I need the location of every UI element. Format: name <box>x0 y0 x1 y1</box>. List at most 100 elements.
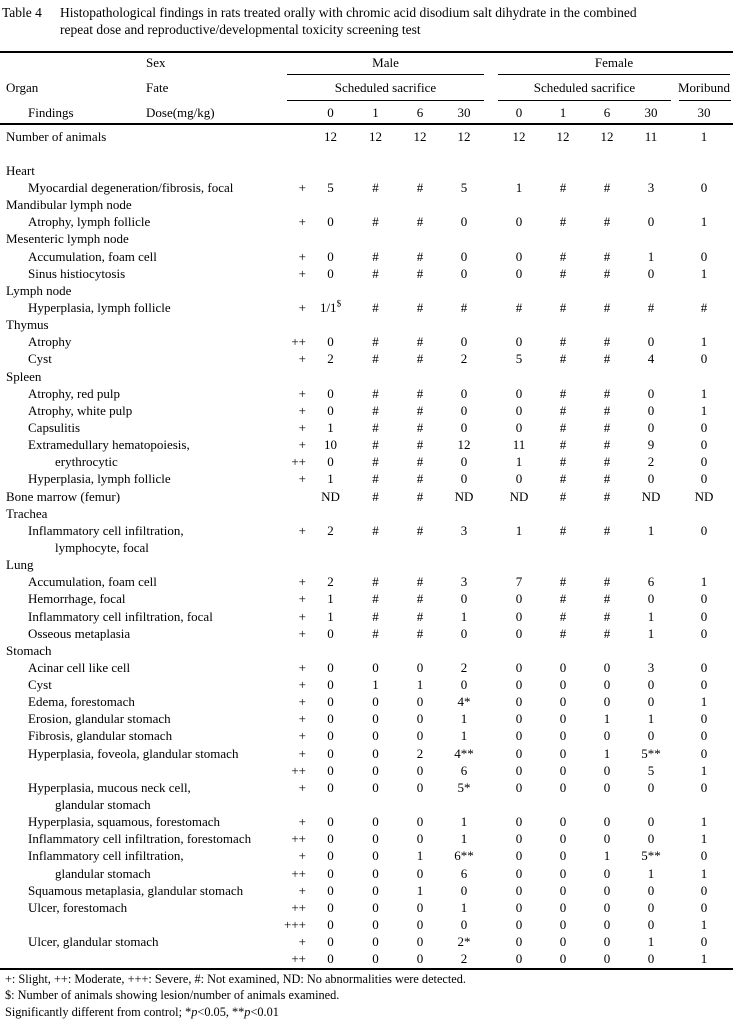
value-cell: 0 <box>559 745 567 761</box>
value-cell: # <box>559 351 567 367</box>
table-row: Cyst +2 # #2 5 # #4 0 <box>0 351 733 368</box>
value-cell: 1 <box>700 762 708 778</box>
value-cell: # <box>559 574 567 590</box>
grade-cell: + <box>298 299 306 315</box>
value-cell: 1 <box>327 591 334 607</box>
grade-cell: ++ <box>291 831 306 847</box>
value-cell: 0 <box>515 745 523 761</box>
footnote-grades: +: Slight, ++: Moderate, +++: Severe, #:… <box>5 972 466 986</box>
value-cell: 11 <box>512 437 526 453</box>
value-cell: # <box>416 419 424 435</box>
value-cell: 0 <box>416 899 424 915</box>
value-cell: # <box>603 437 611 453</box>
value-cell: 0 <box>327 762 334 778</box>
value-cell: 1 <box>700 951 708 967</box>
table-number: Table 4 <box>2 5 42 20</box>
finding-label: Hyperplasia, lymph follicle <box>28 299 171 315</box>
value-cell: 2* <box>457 934 471 950</box>
table-row: Inflammatory cell infiltration, +2 # #3 1 # #1… <box>0 522 733 539</box>
value-cell: 0 <box>416 694 424 710</box>
table-row: +++ 0 0 0 0 0 0 0 0 1 <box>0 916 733 933</box>
organ-row: Thymus <box>0 317 733 334</box>
finding-label: Hemorrhage, focal <box>28 591 126 607</box>
grade-cell: ++ <box>291 334 306 350</box>
value-cell: 0 <box>515 711 523 727</box>
value-cell: 1 <box>603 848 611 864</box>
value-cell: 0 <box>416 814 424 830</box>
finding-label: glandular stomach <box>55 865 151 881</box>
value-cell: 1 <box>647 608 655 624</box>
value-cell: 0 <box>327 659 334 675</box>
organ-row: Trachea <box>0 505 733 522</box>
value-cell: 0 <box>647 591 655 607</box>
value-cell: 0 <box>515 677 523 693</box>
organ-row: glandular stomach <box>0 796 733 813</box>
table-row: Squamous metaplasia, glandular stomach +0… <box>0 882 733 899</box>
table-caption: Table 4 Histopathological findings in ra… <box>2 5 637 38</box>
rule-table-top <box>0 51 733 53</box>
header-moribund: Moribund <box>678 80 730 95</box>
finding-label: Bone marrow (femur) <box>6 488 121 504</box>
value-cell: 0 <box>372 899 379 915</box>
value-cell: 0 <box>515 917 523 933</box>
value-cell: # <box>416 454 424 470</box>
value-cell: 1 <box>603 711 611 727</box>
value-cell: 1 <box>647 522 655 538</box>
value-cell: 0 <box>327 454 334 470</box>
value-cell: 1 <box>647 248 655 264</box>
value-cell: 0 <box>700 899 708 915</box>
table-row: Bone marrow (femur) ND # # ND ND # # ND ND <box>0 488 733 505</box>
value-cell: 3 <box>460 522 468 538</box>
value-cell: 0 <box>700 779 708 795</box>
value-cell: 1 <box>647 711 655 727</box>
value-cell: # <box>416 214 424 230</box>
value-cell: ND <box>454 488 474 504</box>
value-cell: 1 <box>700 831 708 847</box>
value-cell: # <box>559 299 567 315</box>
dose-female-30: 30 <box>644 105 658 120</box>
value-cell: 0 <box>603 899 611 915</box>
finding-label: Sinus histiocytosis <box>28 265 126 281</box>
grade-cell: + <box>298 265 306 281</box>
value-cell: 1 <box>416 882 424 898</box>
value-cell: # <box>416 179 424 195</box>
value-cell: # <box>603 454 611 470</box>
value-cell: 0 <box>603 677 611 693</box>
grade-cell: + <box>298 402 306 418</box>
dose-female-1: 1 <box>559 105 567 120</box>
footnote-significance: Significantly different from control; *p… <box>5 1004 279 1019</box>
value-cell: 0 <box>647 899 655 915</box>
table-row: Inflammatory cell infiltration, forestom… <box>0 831 733 848</box>
value-cell: 0 <box>515 848 523 864</box>
table-row: Hyperplasia, lymph follicle +1 # #0 0 # #0 0 <box>0 471 733 488</box>
value-cell: 0 <box>372 831 379 847</box>
value-cell: 0 <box>460 677 468 693</box>
finding-label: Edema, forestomach <box>28 694 135 710</box>
value-cell: 0 <box>515 214 523 230</box>
value-cell: 0 <box>327 334 334 350</box>
value-cell: 0 <box>372 865 379 881</box>
value-cell: 1 <box>460 899 468 915</box>
value-cell: 0 <box>700 677 708 693</box>
grade-cell: + <box>298 659 306 675</box>
dose-male-0: 0 <box>327 105 334 120</box>
organ-row: Lung <box>0 557 733 574</box>
organ-label: Lymph node <box>6 282 72 298</box>
value-cell: 0 <box>327 831 334 847</box>
table-row: Hyperplasia, mucous neck cell, +0 0 0 5* 0 0 0 0… <box>0 779 733 796</box>
value-cell: # <box>372 179 379 195</box>
value-cell: 6 <box>647 574 655 590</box>
value-cell: # <box>372 488 379 504</box>
value-cell: # <box>559 625 567 641</box>
value-cell: 0 <box>327 265 334 281</box>
grade-cell: + <box>298 814 306 830</box>
value-cell: # <box>603 351 611 367</box>
table-row: Capsulitis +1 # #0 0 # #0 0 <box>0 419 733 436</box>
table-row: Hyperplasia, lymph follicle +1/1$ # # # # # # # # <box>0 299 733 316</box>
footnotes: +: Slight, ++: Moderate, +++: Severe, #:… <box>5 971 466 1020</box>
value-cell: 12 <box>413 128 427 144</box>
value-cell: 0 <box>416 934 424 950</box>
value-cell: 0 <box>327 248 334 264</box>
value-cell: 0 <box>416 917 424 933</box>
finding-label: Atrophy, lymph follicle <box>28 214 151 230</box>
